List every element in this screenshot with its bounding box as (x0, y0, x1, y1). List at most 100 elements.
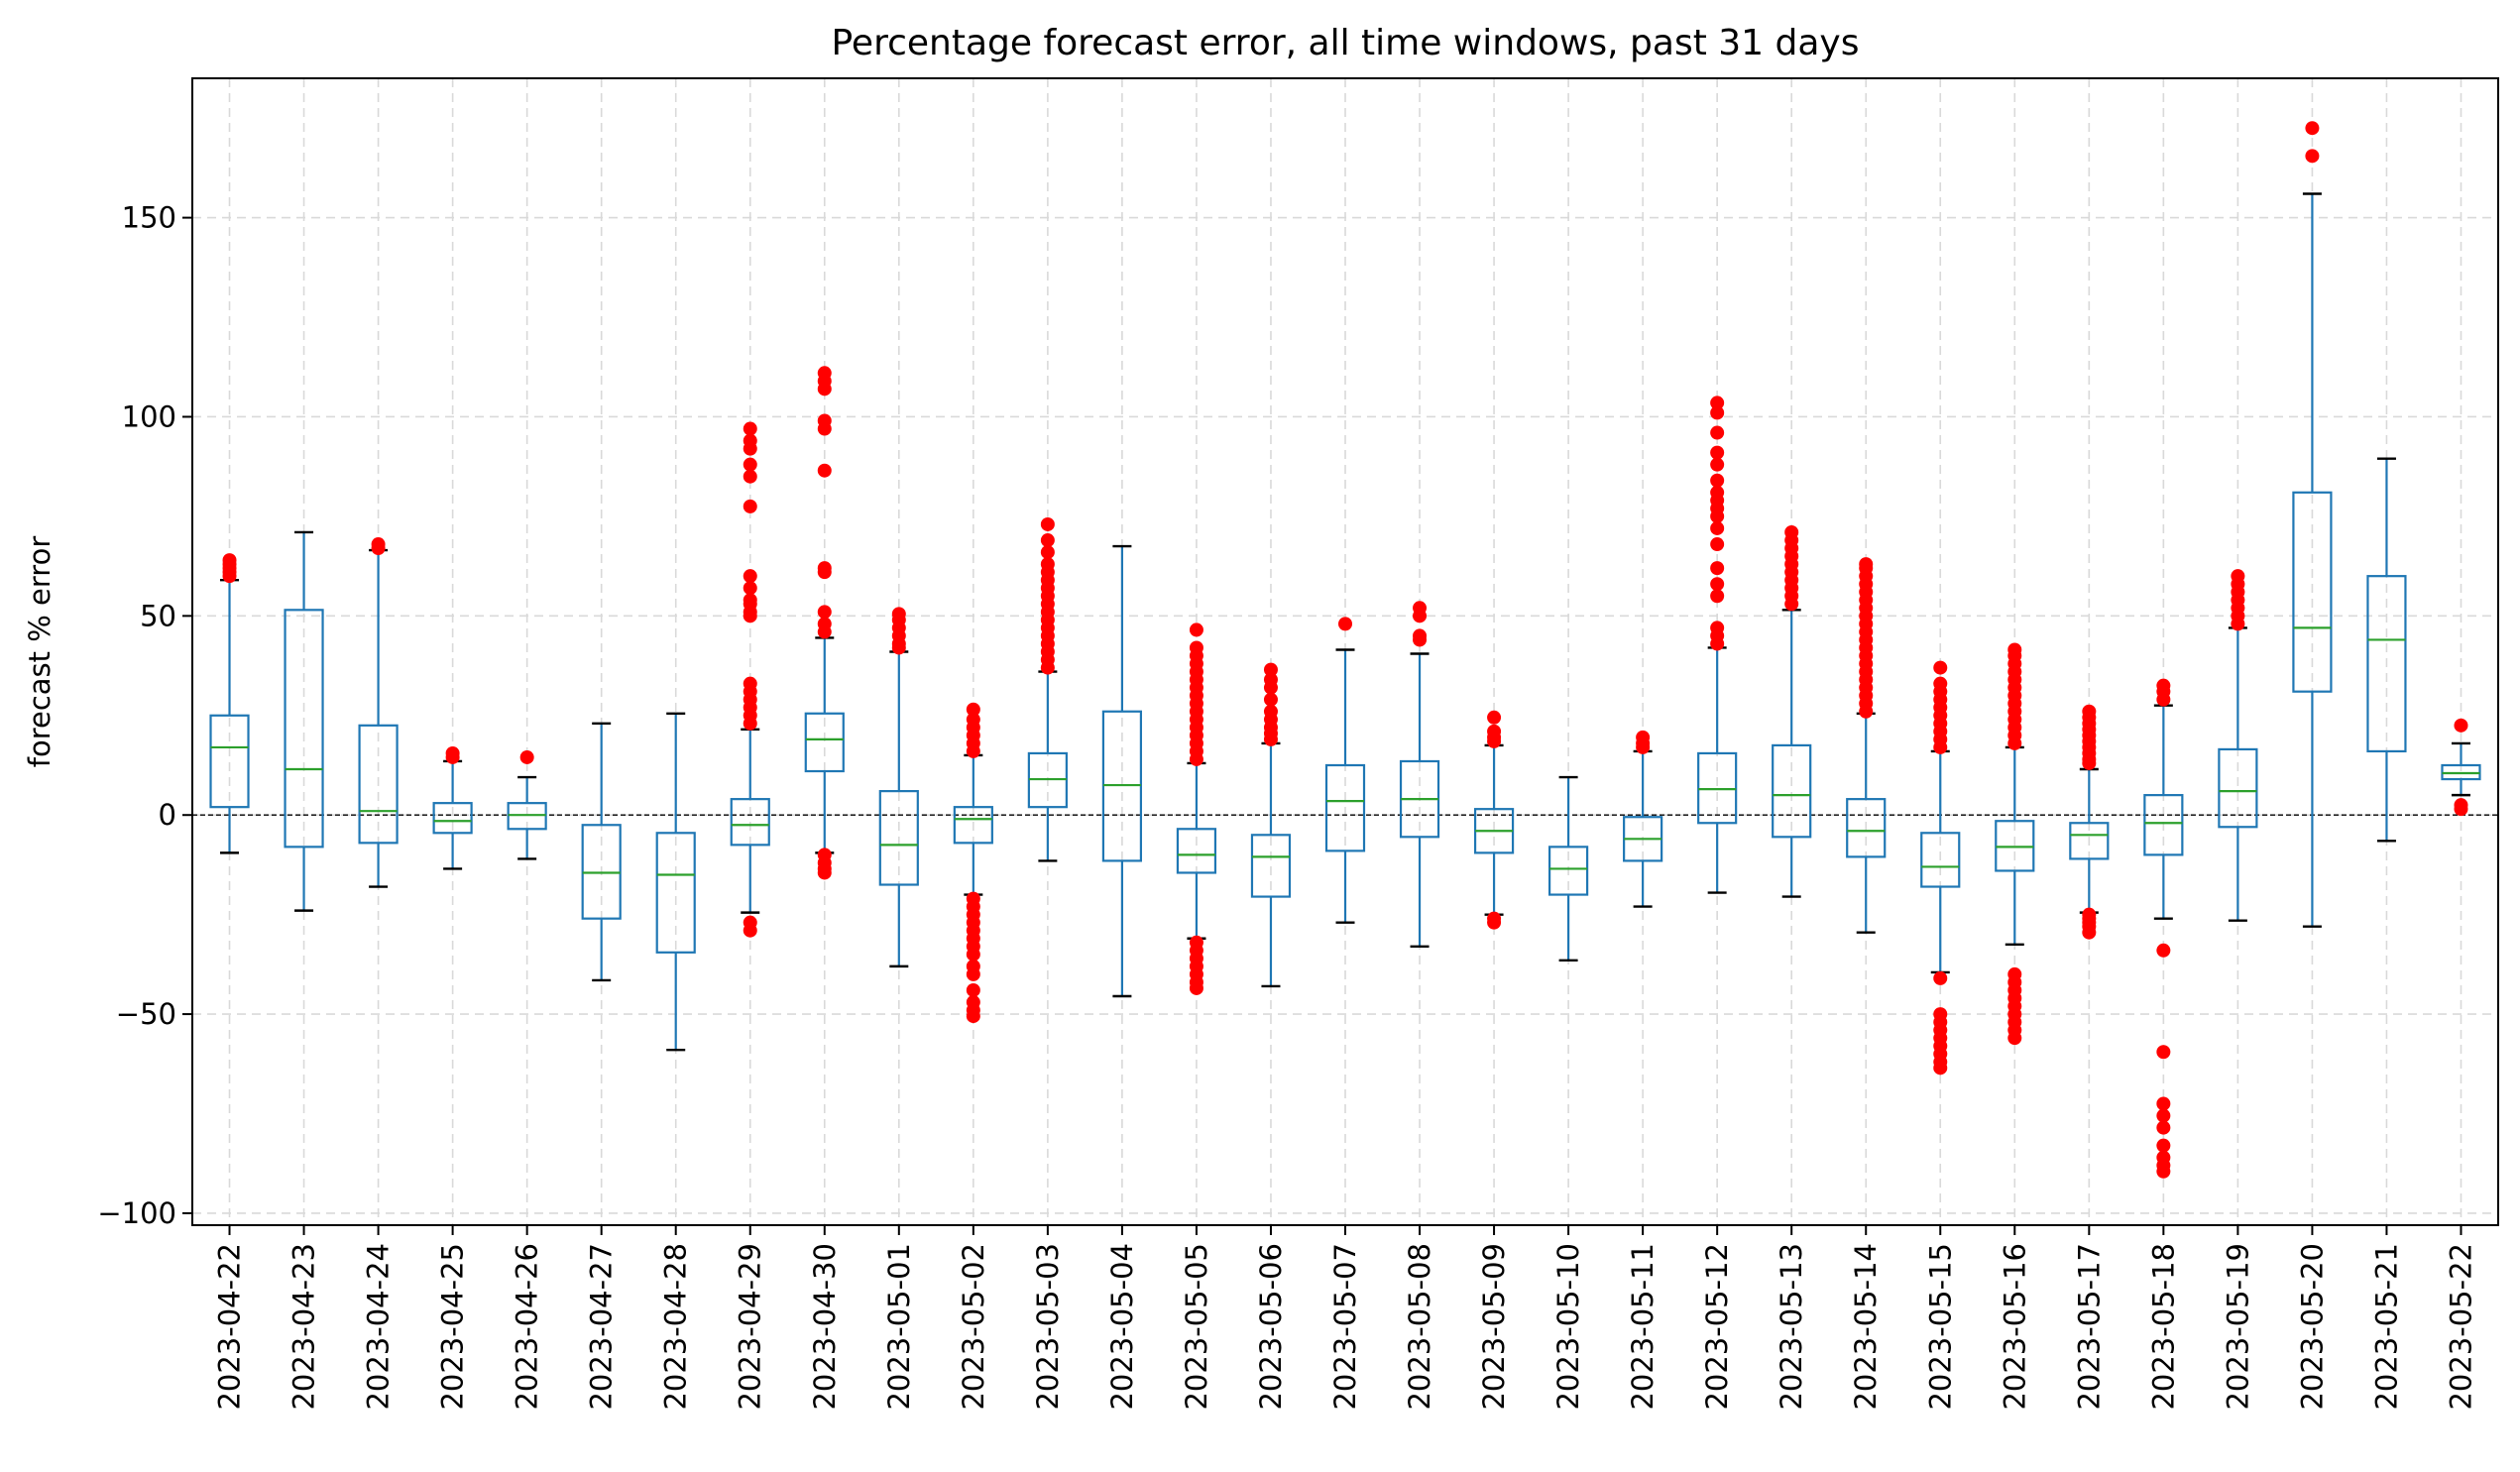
box-group-2023-04-25 (432, 745, 473, 870)
x-tick-label: 2023-05-19 (2221, 1243, 2254, 1411)
x-tick-label: 2023-04-23 (287, 1243, 321, 1411)
box-group-2023-05-16 (1995, 642, 2035, 1046)
outlier-point (2007, 642, 2022, 657)
outlier-point (817, 617, 832, 631)
outlier-point (2082, 925, 2097, 940)
outlier-point (743, 676, 757, 691)
outlier-point (966, 702, 980, 717)
outlier-point (1933, 970, 1948, 985)
x-tick-label: 2023-04-22 (213, 1243, 247, 1411)
x-tick-label: 2023-05-10 (1551, 1243, 1585, 1411)
outlier-point (743, 469, 757, 484)
x-tick-label: 2023-05-07 (1328, 1243, 1362, 1411)
outlier-point (1189, 623, 1203, 637)
outlier-point (2156, 1120, 2171, 1135)
box-iqr (953, 806, 993, 845)
box-iqr (1176, 828, 1217, 874)
outlier-point (1710, 445, 1725, 460)
outlier-point (743, 923, 757, 938)
outlier-point (966, 1009, 980, 1024)
y-tick-label: −50 (116, 997, 176, 1031)
chart-title: Percentage forecast error, all time wind… (832, 23, 1860, 63)
x-ticks: 2023-04-22 2023-04-23 2023-04-24 2023-04-25… (213, 1225, 2477, 1411)
outlier-point (743, 457, 757, 472)
outlier-point (2305, 121, 2320, 136)
box-group-2023-05-09 (1473, 710, 1515, 930)
outlier-point (966, 947, 980, 962)
x-tick-label: 2023-05-01 (882, 1243, 916, 1411)
outlier-point (1040, 516, 1055, 531)
outlier-point (1189, 640, 1203, 655)
outlier-point (1189, 980, 1203, 995)
outlier-point (743, 581, 757, 596)
box-group-2023-05-07 (1324, 617, 1366, 924)
x-tick-label: 2023-04-27 (585, 1243, 619, 1411)
outlier-point (817, 413, 832, 428)
box-iqr (655, 832, 696, 954)
outlier-point (817, 463, 832, 478)
box-iqr (1846, 798, 1887, 858)
box-iqr (358, 724, 399, 845)
box-iqr (804, 712, 845, 773)
box-iqr (2366, 575, 2407, 753)
box-iqr (2143, 794, 2184, 856)
x-tick-label: 2023-05-17 (2072, 1243, 2106, 1411)
outlier-point (1040, 545, 1055, 560)
outlier-point (1710, 520, 1725, 535)
box-group-2023-05-13 (1772, 524, 1812, 898)
x-tick-label: 2023-04-29 (734, 1243, 767, 1411)
outlier-point (966, 712, 980, 727)
outlier-point (519, 749, 534, 764)
outlier-point (817, 561, 832, 576)
outlier-point (2231, 569, 2245, 584)
x-tick-label: 2023-04-28 (659, 1243, 693, 1411)
box-iqr (1920, 832, 1961, 888)
x-tick-label: 2023-05-12 (1700, 1243, 1734, 1411)
box-group-2023-05-22 (2441, 718, 2481, 817)
outlier-point (743, 433, 757, 448)
y-tick-label: 0 (159, 798, 176, 832)
outlier-point (222, 553, 237, 568)
boxes-layer (209, 121, 2481, 1179)
outlier-point (743, 569, 757, 584)
box-group-2023-05-12 (1697, 396, 1738, 894)
box-iqr (284, 609, 324, 849)
box-group-2023-04-23 (284, 530, 324, 912)
outlier-point (1710, 457, 1725, 472)
outlier-point (2454, 718, 2468, 733)
y-axis-label: forecast % error (23, 536, 57, 768)
outlier-point (1263, 662, 1278, 677)
box-group-2023-04-27 (581, 722, 622, 982)
outlier-point (817, 605, 832, 620)
box-iqr (2069, 822, 2110, 860)
box-group-2023-05-17 (2069, 704, 2110, 940)
box-group-2023-04-29 (730, 421, 770, 938)
box-iqr (1772, 743, 1812, 839)
outlier-point (2156, 1045, 2171, 1060)
outlier-point (1040, 557, 1055, 572)
outlier-point (743, 421, 757, 436)
box-group-2023-05-02 (953, 702, 993, 1024)
outlier-point (2156, 1138, 2171, 1153)
outlier-point (1487, 724, 1502, 738)
box-group-2023-05-10 (1547, 775, 1589, 962)
y-tick-label: −100 (97, 1196, 176, 1230)
y-ticks: −100 −50 0 50 100 150 (97, 201, 192, 1230)
x-tick-label: 2023-04-30 (808, 1243, 842, 1411)
x-tick-label: 2023-05-15 (1923, 1243, 1957, 1411)
x-tick-label: 2023-05-02 (957, 1243, 990, 1411)
x-tick-label: 2023-04-26 (511, 1243, 544, 1411)
outlier-point (1487, 710, 1502, 725)
outlier-point (1933, 676, 1948, 691)
outlier-point (1338, 617, 1352, 631)
box-iqr (1547, 846, 1589, 896)
outlier-point (817, 865, 832, 880)
box-group-2023-05-05 (1176, 623, 1217, 995)
box-group-2023-05-14 (1846, 557, 1887, 934)
box-group-2023-05-08 (1399, 601, 1440, 948)
outlier-point (2156, 1108, 2171, 1123)
outlier-point (1040, 533, 1055, 548)
outlier-point (966, 982, 980, 997)
